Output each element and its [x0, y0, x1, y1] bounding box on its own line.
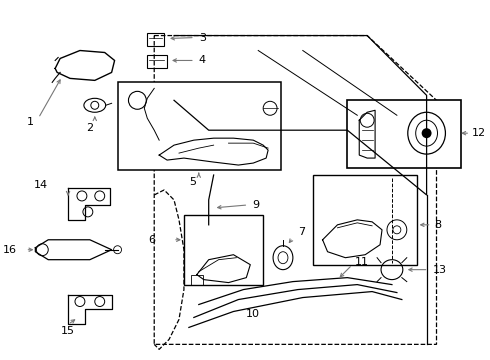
Text: 6: 6	[148, 235, 155, 245]
Text: 10: 10	[246, 310, 260, 319]
Bar	[118, 82, 281, 170]
Text: 5: 5	[189, 177, 196, 187]
Circle shape	[422, 128, 432, 138]
Text: 8: 8	[435, 220, 441, 230]
Text: 14: 14	[34, 180, 48, 190]
Text: 16: 16	[2, 245, 17, 255]
Bar	[313, 175, 416, 265]
Text: 7: 7	[298, 227, 305, 237]
Text: 12: 12	[472, 128, 486, 138]
Text: 15: 15	[61, 327, 75, 336]
Text: 13: 13	[433, 265, 446, 275]
Bar	[347, 100, 461, 168]
Text: 1: 1	[27, 117, 34, 127]
Bar	[191, 275, 203, 285]
Bar	[184, 215, 263, 285]
Text: 9: 9	[252, 200, 259, 210]
Text: 2: 2	[86, 123, 94, 133]
Text: 4: 4	[199, 55, 206, 66]
Text: 3: 3	[199, 32, 206, 42]
Text: 11: 11	[355, 257, 369, 267]
